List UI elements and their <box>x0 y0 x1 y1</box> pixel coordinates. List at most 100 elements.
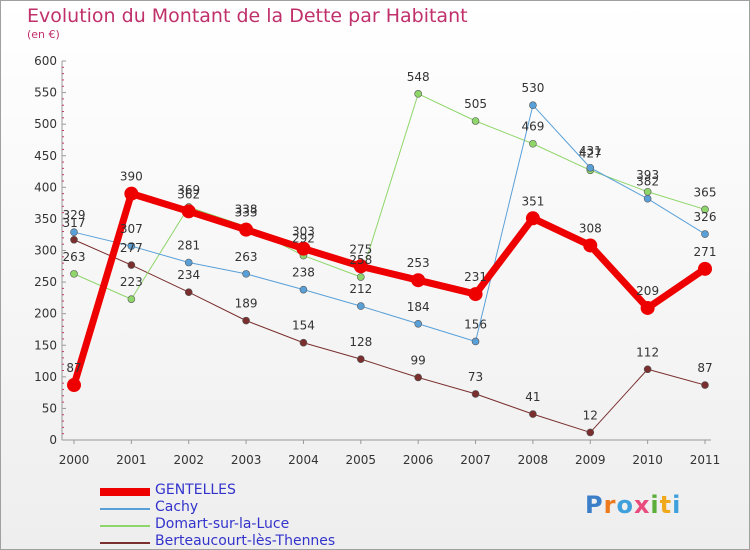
point-gentelles <box>411 273 426 288</box>
legend-label: Domart-sur-la-Luce <box>155 516 290 532</box>
y-tick-label: 100 <box>34 370 57 384</box>
value-label-domart-sur-la-luce: 258 <box>349 253 372 267</box>
point-domart-sur-la-luce <box>701 205 709 214</box>
point-berteaucourt-l-s-thennes <box>529 410 537 418</box>
value-label-cachy: 281 <box>177 239 200 253</box>
point-domart-sur-la-luce <box>70 270 78 278</box>
point-domart-sur-la-luce <box>357 273 365 281</box>
point-berteaucourt-l-s-thennes <box>586 428 595 437</box>
point-cachy <box>471 337 480 346</box>
value-label-gentelles: 231 <box>464 270 487 284</box>
value-label-cachy: 382 <box>636 175 659 189</box>
x-tick-label: 2011 <box>690 453 721 467</box>
value-label-berteaucourt-l-s-thennes: 73 <box>468 370 483 384</box>
y-tick-label: 400 <box>34 180 57 194</box>
logo-letter: P <box>585 491 604 519</box>
value-label-cachy: 156 <box>464 317 487 331</box>
point-domart-sur-la-luce <box>414 90 422 98</box>
point-berteaucourt-l-s-thennes <box>414 373 422 382</box>
value-label-domart-sur-la-luce: 427 <box>579 146 602 160</box>
value-label-cachy: 431 <box>579 144 602 158</box>
legend-swatch <box>100 508 150 510</box>
point-gentelles <box>181 204 196 219</box>
point-berteaucourt-l-s-thennes <box>242 316 250 325</box>
logo-letter: r <box>603 491 617 519</box>
value-label-berteaucourt-l-s-thennes: 41 <box>525 390 540 404</box>
legend-swatch <box>100 525 150 527</box>
logo-letter: i <box>650 491 660 519</box>
value-label-berteaucourt-l-s-thennes: 317 <box>63 216 86 230</box>
point-cachy <box>701 230 709 238</box>
value-label-domart-sur-la-luce: 338 <box>235 202 258 216</box>
y-tick-label: 350 <box>34 212 57 226</box>
value-label-berteaucourt-l-s-thennes: 87 <box>697 361 712 375</box>
point-cachy <box>127 242 136 250</box>
point-domart-sur-la-luce <box>643 187 652 196</box>
logo-letter: x <box>633 491 651 519</box>
logo-letter: t <box>659 491 673 519</box>
value-label-cachy: 212 <box>349 282 372 296</box>
y-tick-label: 150 <box>34 338 57 352</box>
point-gentelles <box>353 259 368 274</box>
y-tick-label: 500 <box>34 117 57 131</box>
point-gentelles <box>698 261 712 276</box>
value-label-gentelles: 209 <box>636 284 659 298</box>
x-tick-label: 2003 <box>231 453 262 467</box>
point-gentelles <box>468 287 483 302</box>
value-label-domart-sur-la-luce: 469 <box>521 120 544 134</box>
point-berteaucourt-l-s-thennes <box>184 288 193 296</box>
x-tick-label: 2001 <box>116 453 147 467</box>
logo-letter: i <box>672 491 682 519</box>
point-berteaucourt-l-s-thennes <box>299 338 308 347</box>
value-label-domart-sur-la-luce: 548 <box>407 70 430 84</box>
legend-label: Cachy <box>155 499 199 515</box>
point-berteaucourt-l-s-thennes <box>70 235 78 244</box>
value-label-gentelles: 253 <box>407 256 430 270</box>
point-cachy <box>529 101 537 110</box>
point-gentelles <box>67 378 81 393</box>
value-label-berteaucourt-l-s-thennes: 12 <box>583 408 598 422</box>
data-labels: 317 277 234 189 154 128 99 73 41 12 112 87 263 223 369… <box>63 70 717 423</box>
series-line-berteaucourt-l-s-thennes <box>73 239 706 433</box>
legend-label: GENTELLES <box>155 482 236 498</box>
chart-unit: (en €) <box>27 28 60 41</box>
point-cachy <box>643 194 652 203</box>
value-label-berteaucourt-l-s-thennes: 154 <box>292 319 315 333</box>
value-label-gentelles: 271 <box>694 245 717 259</box>
value-label-domart-sur-la-luce: 369 <box>177 183 200 197</box>
logo-letter: o <box>616 491 634 519</box>
x-tick-label: 2002 <box>173 453 204 467</box>
value-label-gentelles: 308 <box>579 221 602 235</box>
point-cachy <box>414 319 422 328</box>
value-label-cachy: 329 <box>63 208 86 222</box>
axes: 0 50 100 150 200 250 300 350 400 450 500 550 600 2000… <box>34 54 720 467</box>
value-label-gentelles: 362 <box>177 187 200 201</box>
point-cachy <box>299 285 308 294</box>
value-label-domart-sur-la-luce: 505 <box>464 97 487 111</box>
y-tick-label: 600 <box>34 54 57 68</box>
x-tick-label: 2009 <box>575 453 606 467</box>
proxiti-logo: Proxiti <box>585 491 681 519</box>
chart-title: Evolution du Montant de la Dette par Hab… <box>27 5 468 27</box>
value-label-gentelles: 303 <box>292 225 315 239</box>
x-tick-label: 2008 <box>518 453 549 467</box>
point-gentelles <box>124 186 139 201</box>
point-domart-sur-la-luce <box>127 295 136 303</box>
value-label-berteaucourt-l-s-thennes: 277 <box>120 241 143 255</box>
point-gentelles <box>296 241 311 256</box>
value-label-cachy: 530 <box>521 81 544 95</box>
y-tick-label: 200 <box>34 307 57 321</box>
point-cachy <box>357 302 365 310</box>
y-tick-label: 450 <box>34 149 57 163</box>
point-cachy <box>242 270 250 278</box>
value-label-gentelles: 351 <box>521 194 544 208</box>
y-tick-label: 50 <box>42 401 57 415</box>
value-label-gentelles: 333 <box>235 206 258 220</box>
series-layer <box>67 90 712 437</box>
value-label-berteaucourt-l-s-thennes: 128 <box>349 335 372 349</box>
x-tick-label: 2007 <box>460 453 491 467</box>
point-berteaucourt-l-s-thennes <box>357 355 365 363</box>
point-gentelles <box>239 222 254 237</box>
